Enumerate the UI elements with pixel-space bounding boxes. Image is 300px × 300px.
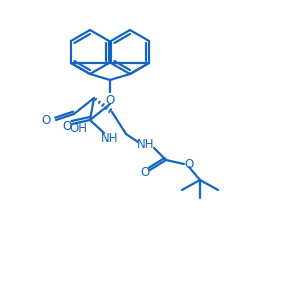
Text: NH: NH	[101, 131, 119, 145]
Text: O: O	[42, 113, 51, 127]
Text: O: O	[62, 119, 72, 133]
Text: NH: NH	[137, 137, 155, 151]
Text: O: O	[184, 158, 194, 170]
Text: O: O	[140, 166, 150, 178]
Text: O: O	[105, 94, 115, 106]
Text: OH: OH	[69, 122, 87, 134]
